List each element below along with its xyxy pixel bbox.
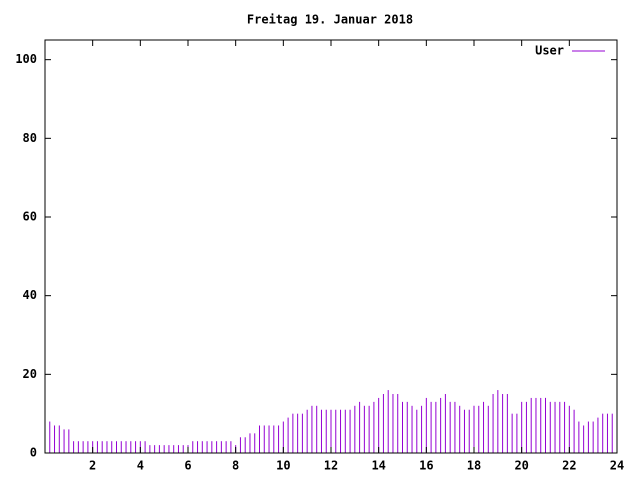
- x-tick-label: 12: [324, 459, 338, 473]
- plot-border: [44, 39, 618, 454]
- x-tick-label: 18: [467, 459, 481, 473]
- x-tick-label: 6: [184, 459, 191, 473]
- y-tick-label: 80: [23, 131, 37, 145]
- x-tick-label: 10: [276, 459, 290, 473]
- y-tick-label: 60: [23, 210, 37, 224]
- x-tick-label: 20: [514, 459, 528, 473]
- x-tick-label: 4: [137, 459, 144, 473]
- y-tick-label: 100: [15, 52, 37, 66]
- y-tick-label: 20: [23, 367, 37, 381]
- legend-label: User: [535, 44, 564, 58]
- x-tick-label: 14: [371, 459, 385, 473]
- y-tick-label: 40: [23, 288, 37, 302]
- x-tick-label: 2: [89, 459, 96, 473]
- x-tick-label: 16: [419, 459, 433, 473]
- chart-title: Freitag 19. Januar 2018: [247, 13, 413, 27]
- x-tick-label: 24: [610, 459, 624, 473]
- x-tick-label: 8: [232, 459, 239, 473]
- y-tick-label: 0: [30, 446, 37, 460]
- x-tick-label: 22: [562, 459, 576, 473]
